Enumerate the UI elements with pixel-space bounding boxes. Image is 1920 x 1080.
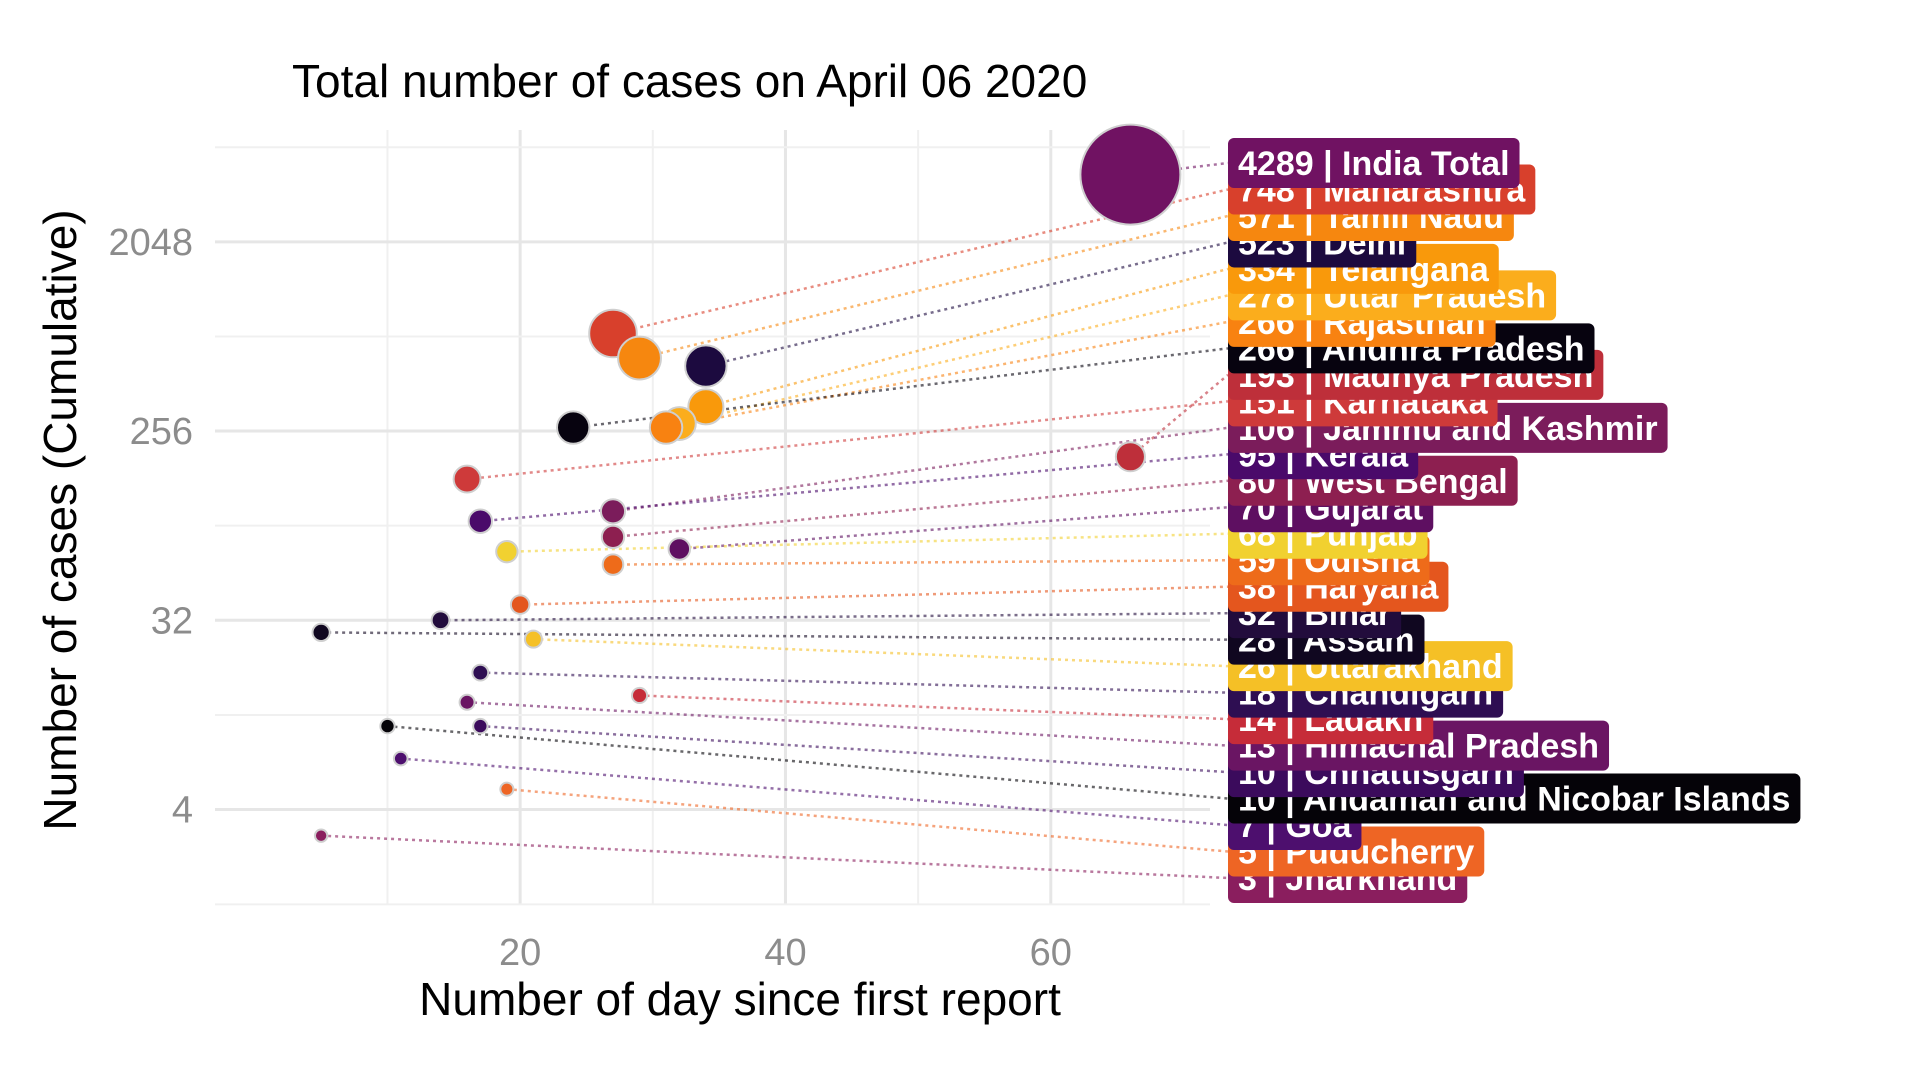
leader-lines xyxy=(321,161,1229,880)
x-tick-label: 60 xyxy=(1030,932,1072,974)
leader-line xyxy=(400,757,1229,827)
data-point xyxy=(392,750,409,767)
data-point xyxy=(311,622,331,643)
data-point xyxy=(509,594,531,615)
leader-line xyxy=(480,671,1229,694)
data-points xyxy=(311,123,1182,843)
data-point xyxy=(617,335,662,381)
data-point xyxy=(523,629,543,649)
leader-line xyxy=(533,637,1229,668)
leader-line xyxy=(520,585,1229,606)
data-point xyxy=(601,553,625,576)
data-label-box xyxy=(1228,138,1520,188)
leader-line xyxy=(639,694,1229,721)
leader-line xyxy=(506,532,1229,553)
y-tick-label: 2048 xyxy=(108,222,193,264)
leader-line xyxy=(639,214,1229,360)
leader-line xyxy=(705,241,1229,368)
leader-line xyxy=(440,611,1229,622)
leader-line xyxy=(480,724,1229,774)
x-tick-label: 40 xyxy=(764,932,806,974)
leader-line xyxy=(480,453,1229,523)
data-point xyxy=(472,717,489,735)
leader-line xyxy=(573,347,1229,429)
data-point xyxy=(467,508,494,534)
data-point xyxy=(452,464,482,494)
data-point xyxy=(379,717,396,735)
x-tick-label: 20 xyxy=(499,932,541,974)
data-label-text: 4289 | India Total xyxy=(1238,145,1510,183)
data-point xyxy=(458,693,476,711)
leader-line xyxy=(705,267,1229,409)
y-tick-label: 4 xyxy=(172,789,193,831)
data-point xyxy=(1079,123,1182,226)
chart-title: Total number of cases on April 06 2020 xyxy=(292,55,1087,107)
data-point xyxy=(1114,441,1146,473)
grid xyxy=(215,130,1210,906)
data-point xyxy=(684,344,728,388)
data-point xyxy=(471,663,490,682)
data-point xyxy=(687,388,725,426)
data-label: 4289 | India Total xyxy=(1228,138,1520,188)
leader-line xyxy=(612,479,1229,539)
y-axis-title: Number of cases (Cumulative) xyxy=(34,209,86,830)
leader-line xyxy=(466,400,1229,481)
y-tick-labels: 4 32 256 2048 xyxy=(108,222,193,832)
data-point xyxy=(667,537,692,561)
leader-line xyxy=(321,834,1229,880)
data-point xyxy=(495,540,519,564)
leader-line xyxy=(612,426,1229,513)
leader-line xyxy=(506,787,1229,853)
data-point xyxy=(499,781,515,797)
leader-line xyxy=(665,320,1229,429)
data-point xyxy=(430,610,451,631)
y-tick-label: 256 xyxy=(130,411,193,453)
data-point xyxy=(600,524,626,550)
leader-line xyxy=(1129,373,1229,458)
data-point xyxy=(648,410,684,445)
x-axis-title: Number of day since first report xyxy=(419,973,1061,1025)
data-point xyxy=(555,410,591,445)
y-tick-label: 32 xyxy=(151,600,193,642)
x-tick-labels: 20 40 60 xyxy=(499,932,1072,974)
data-point xyxy=(313,828,329,843)
leader-line xyxy=(387,724,1229,800)
leader-line xyxy=(466,700,1229,747)
leader-line xyxy=(679,294,1229,425)
leader-line xyxy=(612,558,1229,566)
leader-line xyxy=(321,631,1229,641)
leader-line xyxy=(679,506,1229,551)
data-point xyxy=(599,498,627,525)
data-point xyxy=(630,686,649,705)
